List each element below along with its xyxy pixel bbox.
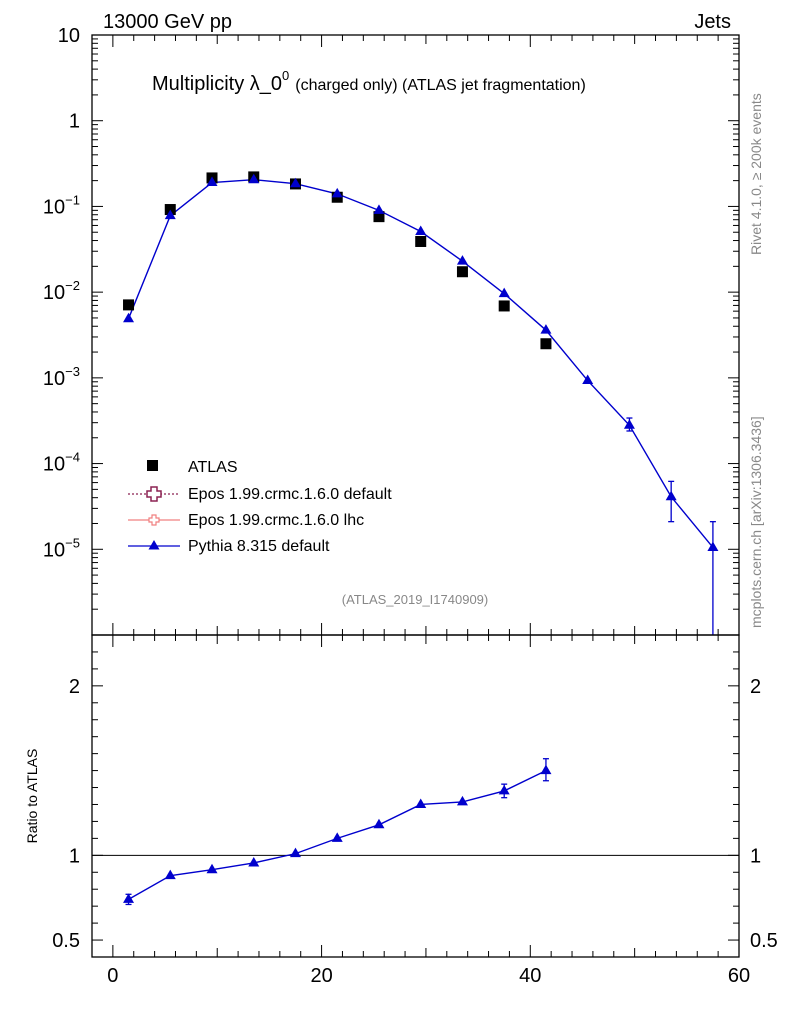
pythia-ratio-point bbox=[498, 784, 510, 795]
legend-pythia-marker bbox=[148, 540, 160, 550]
ratio-y-tick-label-right: 0.5 bbox=[750, 930, 778, 952]
pythia-point bbox=[707, 541, 719, 551]
pythia-point bbox=[206, 176, 218, 187]
pythia-ratio-point bbox=[373, 818, 385, 829]
pythia-ratio-point bbox=[456, 795, 468, 806]
ratio-y-tick-label-left: 2 bbox=[69, 676, 80, 698]
header-left: 13000 GeV pp bbox=[103, 11, 232, 33]
pythia-ratio-point bbox=[540, 764, 552, 775]
atlas-point bbox=[540, 338, 552, 350]
plot-title-sup: 0 bbox=[282, 68, 289, 83]
top-y-tick-label: 10−5 bbox=[43, 535, 80, 561]
top-y-tick-label: 10−1 bbox=[43, 192, 80, 218]
ratio-series bbox=[123, 758, 552, 906]
atlas-point bbox=[415, 235, 427, 247]
atlas-point bbox=[164, 204, 176, 216]
ratio-y-tick-label-left: 1 bbox=[69, 845, 80, 867]
legend-epos-lhc-label: Epos 1.99.crmc.1.6.0 lhc bbox=[188, 512, 364, 529]
top-y-tick-label: 10−2 bbox=[43, 278, 80, 304]
legend-epos-default: Epos 1.99.crmc.1.6.0 default bbox=[128, 486, 392, 503]
pythia-point bbox=[373, 204, 385, 214]
pythia-ratio-point bbox=[123, 893, 135, 903]
legend-epos-default-label: Epos 1.99.crmc.1.6.0 default bbox=[188, 486, 392, 503]
ratio-y-tick-label-left: 0.5 bbox=[52, 930, 80, 952]
x-tick-label: 20 bbox=[310, 965, 332, 987]
ratio-y-ticks: 0.5 0.5 1 1 2 2 bbox=[52, 634, 778, 952]
x-tick-label: 60 bbox=[728, 965, 750, 987]
pythia-point bbox=[498, 287, 510, 298]
plot-title-tail: (charged only) (ATLAS jet fragmentation) bbox=[295, 77, 586, 94]
pythia-ratio-point bbox=[415, 798, 427, 808]
ratio-plot-frame bbox=[91, 634, 740, 958]
pythia-ratio-point bbox=[164, 869, 176, 880]
ratio-y-tick-label-right: 1 bbox=[750, 845, 761, 867]
ratio-y-tick-label-right: 2 bbox=[750, 676, 761, 698]
plot-title: Multiplicity λ_00 (charged only) (ATLAS j… bbox=[152, 68, 586, 95]
analysis-id: (ATLAS_2019_I1740909) bbox=[342, 592, 488, 607]
legend: ATLAS Epos 1.99.crmc.1.6.0 default Epos … bbox=[128, 459, 392, 555]
atlas-point bbox=[456, 266, 468, 278]
pythia-point bbox=[582, 374, 594, 385]
pythia-ratio-point bbox=[248, 856, 260, 867]
atlas-point bbox=[373, 211, 385, 223]
pythia-point bbox=[665, 490, 677, 501]
pythia-ratio-point bbox=[206, 863, 218, 874]
pythia-point bbox=[415, 225, 427, 235]
pythia-point bbox=[456, 255, 468, 265]
pythia-point bbox=[289, 177, 301, 188]
header-right: Jets bbox=[694, 11, 731, 33]
top-y-tick-label: 10−3 bbox=[43, 364, 80, 390]
x-tick-label: 40 bbox=[519, 965, 541, 987]
legend-atlas: ATLAS bbox=[147, 459, 238, 476]
top-panel: 10 1 10−1 10−2 10−3 10−4 10−5 bbox=[43, 25, 740, 636]
top-y-ticks: 10 1 10−1 10−2 10−3 10−4 10−5 bbox=[43, 25, 739, 636]
ratio-panel: 0.5 0.5 1 1 2 2 bbox=[52, 634, 778, 958]
pythia-point bbox=[623, 419, 635, 429]
legend-atlas-marker bbox=[147, 460, 158, 471]
pythia-point bbox=[123, 312, 135, 323]
legend-pythia-label: Pythia 8.315 default bbox=[188, 538, 330, 555]
pythia-point bbox=[248, 173, 260, 184]
top-y-tick-label: 10 bbox=[58, 25, 80, 47]
x-axis-ticks: 0 20 40 60 bbox=[107, 35, 750, 987]
top-y-tick-label: 1 bbox=[69, 111, 80, 133]
top-series bbox=[123, 171, 719, 635]
legend-atlas-label: ATLAS bbox=[188, 459, 238, 476]
pythia-point bbox=[331, 187, 343, 198]
side-label-bottom: mcplots.cern.ch [arXiv:1306.3436] bbox=[748, 416, 764, 628]
x-tick-label: 0 bbox=[107, 965, 118, 987]
top-y-tick-label: 10−4 bbox=[43, 450, 80, 476]
pythia-point bbox=[164, 209, 176, 220]
side-label-top: Rivet 4.1.0, ≥ 200k events bbox=[748, 93, 764, 255]
ratio-y-label: Ratio to ATLAS bbox=[24, 749, 40, 844]
atlas-point bbox=[498, 300, 510, 312]
plot-title-main: Multiplicity λ_0 bbox=[152, 73, 282, 95]
atlas-point bbox=[123, 299, 135, 311]
legend-pythia: Pythia 8.315 default bbox=[128, 538, 330, 555]
legend-epos-lhc-marker bbox=[148, 514, 160, 526]
pythia-ratio-point bbox=[289, 847, 301, 858]
legend-epos-lhc: Epos 1.99.crmc.1.6.0 lhc bbox=[128, 512, 364, 529]
pythia-ratio-point bbox=[331, 832, 343, 842]
pythia-point bbox=[540, 324, 552, 334]
legend-epos-default-marker bbox=[146, 486, 162, 502]
